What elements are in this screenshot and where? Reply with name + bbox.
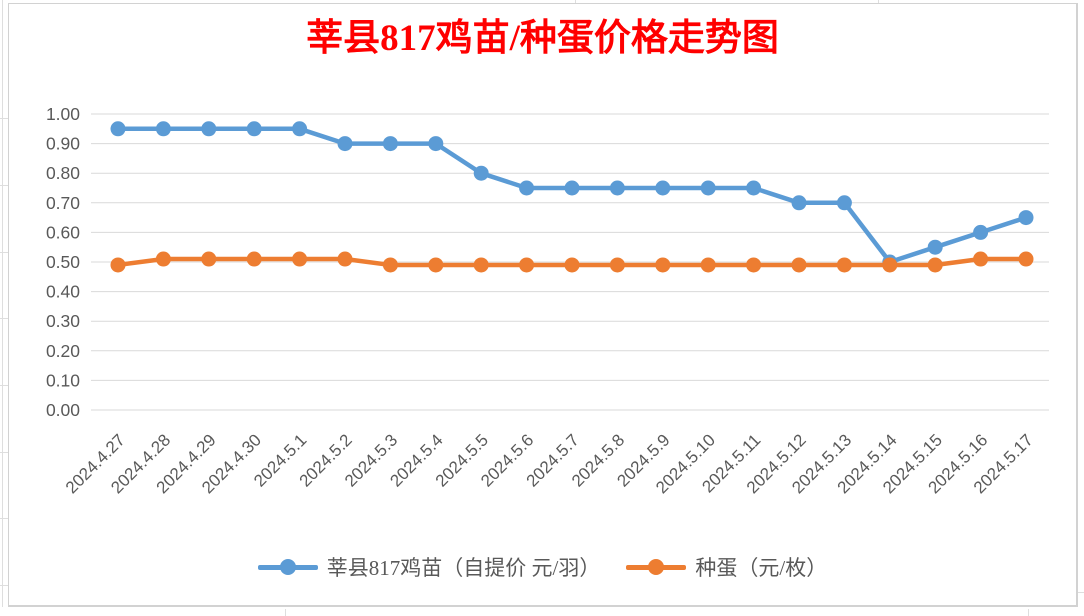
plot-area: 0.00 0.10 0.20 0.30 0.40 0.50 0.60 0.70 0.80 0.90… — [46, 104, 1049, 497]
data-point[interactable] — [655, 180, 671, 196]
data-point[interactable] — [519, 257, 535, 273]
chart-title: 莘县817鸡苗/种蛋价格走势图 — [306, 18, 779, 59]
data-point[interactable] — [337, 136, 353, 152]
data-point[interactable] — [564, 180, 580, 196]
sheet-gridline — [0, 452, 8, 453]
data-point[interactable] — [428, 136, 444, 152]
data-point[interactable] — [836, 195, 852, 211]
data-point[interactable] — [700, 257, 716, 273]
data-point[interactable] — [473, 257, 489, 273]
sheet-gridline — [0, 318, 8, 319]
data-point[interactable] — [746, 180, 762, 196]
data-point[interactable] — [155, 121, 171, 137]
data-point[interactable] — [382, 136, 398, 152]
legend-marker-line-dot-blue — [257, 558, 318, 576]
data-point[interactable] — [564, 257, 580, 273]
sheet-gridline — [0, 185, 8, 186]
legend-marker-line-dot-orange — [626, 558, 687, 576]
sheet-gridline — [0, 118, 8, 119]
data-point[interactable] — [519, 180, 535, 196]
data-point[interactable] — [246, 121, 262, 137]
data-point[interactable] — [609, 180, 625, 196]
sheet-gridline — [285, 609, 286, 616]
y-tick-label: 0.20 — [46, 341, 80, 361]
data-point[interactable] — [110, 257, 126, 273]
data-point[interactable] — [973, 251, 989, 267]
data-point[interactable] — [791, 195, 807, 211]
y-tick-label: 0.90 — [46, 134, 80, 154]
data-point[interactable] — [292, 121, 308, 137]
sheet-gridline — [1028, 609, 1029, 616]
sheet-gridline — [0, 252, 8, 253]
data-point[interactable] — [110, 121, 126, 137]
y-tick-label: 0.30 — [46, 311, 80, 331]
sheet-gridline — [1078, 592, 1084, 593]
data-point[interactable] — [609, 257, 625, 273]
data-point[interactable] — [473, 165, 489, 181]
sheet-gridline — [0, 585, 8, 586]
y-tick-label: 0.60 — [46, 222, 80, 242]
y-tick-label: 0.00 — [46, 400, 80, 420]
data-point[interactable] — [655, 257, 671, 273]
sheet-gridline — [575, 0, 576, 3]
data-point[interactable] — [791, 257, 807, 273]
y-tick-label: 0.70 — [46, 193, 80, 213]
data-point[interactable] — [382, 257, 398, 273]
data-point[interactable] — [292, 251, 308, 267]
legend-label-chicken: 莘县817鸡苗（自提价 元/羽） — [326, 556, 601, 580]
sheet-gridline — [0, 518, 8, 519]
legend-label-egg: 种蛋（元/枚） — [695, 556, 828, 580]
data-point[interactable] — [155, 251, 171, 267]
y-tick-label: 0.40 — [46, 282, 80, 302]
y-tick-label: 0.50 — [46, 252, 80, 272]
legend: 莘县817鸡苗（自提价 元/羽） 种蛋（元/枚） — [9, 552, 1076, 582]
legend-item-chicken[interactable]: 莘县817鸡苗（自提价 元/羽） — [257, 552, 601, 582]
data-point[interactable] — [201, 121, 217, 137]
data-point[interactable] — [201, 251, 217, 267]
data-point[interactable] — [927, 239, 943, 255]
sheet-gridline — [2, 0, 3, 607]
legend-item-egg[interactable]: 种蛋（元/枚） — [626, 552, 827, 582]
data-point[interactable] — [1018, 251, 1034, 267]
data-point[interactable] — [700, 180, 716, 196]
y-tick-label: 0.80 — [46, 163, 80, 183]
y-tick-label: 0.10 — [46, 370, 80, 390]
data-point[interactable] — [428, 257, 444, 273]
data-point[interactable] — [882, 257, 898, 273]
sheet-gridline — [0, 385, 8, 386]
data-point[interactable] — [1018, 210, 1034, 226]
data-point[interactable] — [246, 251, 262, 267]
sheet-gridline — [878, 0, 879, 3]
data-point[interactable] — [337, 251, 353, 267]
y-tick-label: 1.00 — [46, 104, 80, 124]
data-point[interactable] — [973, 224, 989, 240]
data-point[interactable] — [927, 257, 943, 273]
chart-frame[interactable]: 莘县817鸡苗/种蛋价格走势图 0.00 0.10 0.20 0.30 0.40 0.50… — [8, 3, 1078, 607]
data-point[interactable] — [836, 257, 852, 273]
data-point[interactable] — [746, 257, 762, 273]
